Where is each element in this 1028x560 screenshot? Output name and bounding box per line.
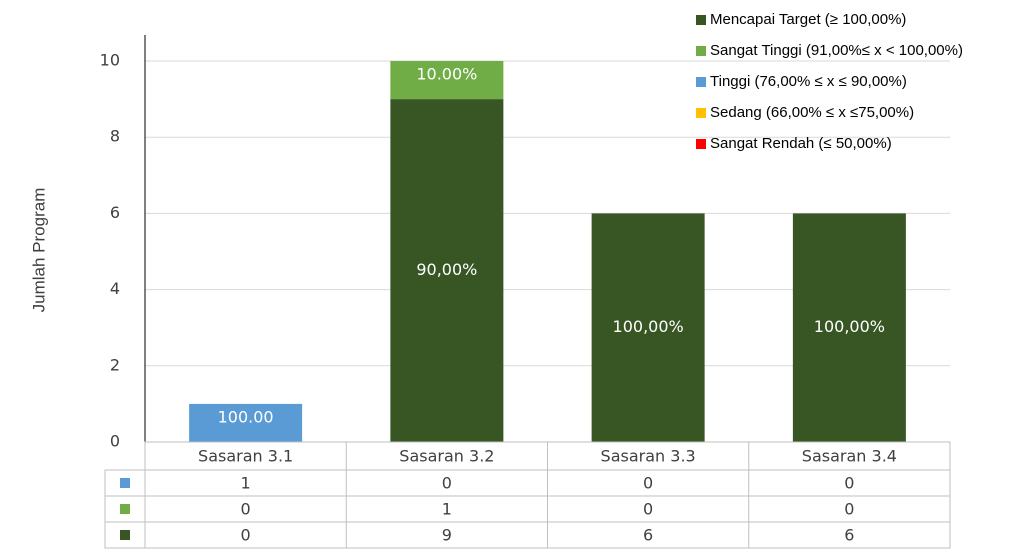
legend-swatch [696, 108, 706, 118]
percent-label: 100,00% [613, 317, 684, 336]
percent-label: 90,00% [416, 260, 477, 279]
legend-swatch [696, 77, 706, 87]
table-cell: 0 [643, 500, 653, 519]
legend-label: Sedang (66,00% ≤ x ≤75,00%) [710, 104, 914, 121]
bar-segment [792, 213, 906, 442]
x-tick-label: Sasaran 3.3 [601, 447, 696, 466]
percent-label: 100,00% [814, 317, 885, 336]
y-tick-label: 8 [110, 127, 120, 146]
table-cell: 6 [643, 526, 653, 545]
percent-label: 100.00 [218, 407, 274, 426]
table-cell: 0 [844, 474, 854, 493]
x-tick-label: Sasaran 3.2 [399, 447, 494, 466]
table-swatch [120, 530, 130, 540]
table-cell: 1 [241, 474, 251, 493]
table-swatch [120, 478, 130, 488]
legend-label: Sangat Rendah (≤ 50,00%) [710, 135, 892, 152]
legend-label: Tinggi (76,00% ≤ x ≤ 90,00%) [710, 73, 907, 90]
table-cell: 0 [241, 500, 251, 519]
table-swatch [120, 504, 130, 514]
table-cell: 0 [643, 474, 653, 493]
bar-segment [591, 213, 705, 442]
percent-label: 10.00% [416, 65, 477, 84]
table-cell: 9 [442, 526, 452, 545]
x-tick-label: Sasaran 3.1 [198, 447, 293, 466]
table-cell: 0 [844, 500, 854, 519]
x-tick-label: Sasaran 3.4 [802, 447, 897, 466]
table-cell: 1 [442, 500, 452, 519]
y-tick-label: 2 [110, 355, 120, 374]
y-tick-label: 0 [110, 432, 120, 451]
legend-swatch [696, 139, 706, 149]
bar-segment [390, 99, 504, 442]
y-tick-label: 6 [110, 203, 120, 222]
bar-segment [189, 403, 303, 442]
y-tick-label: 10 [100, 51, 120, 70]
table-cell: 0 [241, 526, 251, 545]
bar-segment [390, 61, 504, 100]
legend-label: Sangat Tinggi (91,00%≤ x < 100,00%) [710, 42, 963, 59]
table-frame [104, 469, 951, 549]
table-cell: 6 [844, 526, 854, 545]
y-axis-title: Jumlah Program [29, 188, 48, 313]
y-tick-label: 4 [110, 279, 120, 298]
legend-label: Mencapai Target (≥ 100,00%) [710, 11, 906, 28]
table-cell: 0 [442, 474, 452, 493]
legend-swatch [696, 15, 706, 25]
legend-swatch [696, 46, 706, 56]
